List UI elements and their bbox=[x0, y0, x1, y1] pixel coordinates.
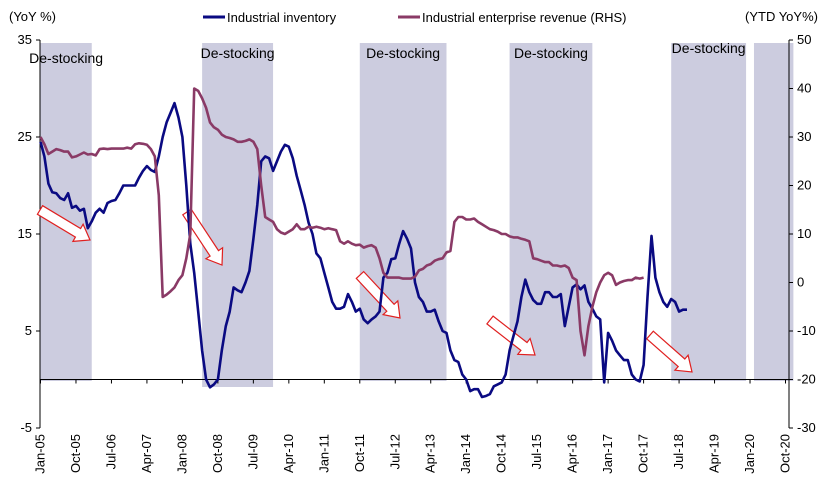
x-tick-label: Oct-05 bbox=[68, 434, 83, 473]
x-tick-label: Apr-16 bbox=[565, 434, 580, 473]
x-tick-label: Jan-05 bbox=[33, 434, 48, 474]
right-tick-label: -20 bbox=[797, 372, 816, 387]
trend-arrow bbox=[181, 208, 224, 266]
destocking-label: De-stocking bbox=[672, 40, 746, 56]
destocking-label: De-stocking bbox=[514, 45, 588, 61]
right-tick-label: 30 bbox=[797, 129, 811, 144]
x-tick-label: Jul-12 bbox=[387, 434, 402, 469]
x-tick-label: Jul-18 bbox=[671, 434, 686, 469]
left-tick-label: 15 bbox=[18, 226, 32, 241]
x-tick-label: Jan-14 bbox=[458, 434, 473, 474]
x-tick-label: Oct-14 bbox=[494, 434, 509, 473]
legend-label: Industrial enterprise revenue (RHS) bbox=[422, 10, 626, 25]
x-tick-label: Apr-10 bbox=[281, 434, 296, 473]
x-tick-label: Jul-09 bbox=[245, 434, 260, 469]
x-tick-label: Oct-08 bbox=[210, 434, 225, 473]
x-tick-label: Jan-20 bbox=[742, 434, 757, 474]
right-tick-label: -10 bbox=[797, 323, 816, 338]
right-tick-label: 0 bbox=[797, 275, 804, 290]
right-tick-label: 10 bbox=[797, 226, 811, 241]
trend-arrow bbox=[36, 204, 91, 243]
x-tick-label: Jan-17 bbox=[600, 434, 615, 474]
destocking-shading: De-stocking De-stocking De-stocking De-stoc… bbox=[29, 40, 794, 387]
destocking-band bbox=[671, 43, 747, 381]
destocking-band bbox=[202, 43, 274, 387]
destocking-label: De-stocking bbox=[29, 50, 103, 66]
x-tick-label: Oct-11 bbox=[352, 434, 367, 472]
industrial-inventory-line bbox=[39, 101, 687, 399]
destocking-band bbox=[359, 43, 447, 381]
left-tick-label: -5 bbox=[20, 420, 32, 435]
trend-arrow bbox=[355, 270, 401, 319]
legend-label: Industrial inventory bbox=[227, 10, 337, 25]
left-tick-label: 5 bbox=[25, 323, 32, 338]
x-tick-label: Jan-08 bbox=[174, 434, 189, 474]
destocking-band bbox=[509, 43, 593, 381]
x-tick-label: Jul-06 bbox=[103, 434, 118, 469]
trend-arrow bbox=[645, 330, 693, 373]
x-tick-label: Apr-13 bbox=[423, 434, 438, 473]
right-tick-label: 20 bbox=[797, 178, 811, 193]
x-tick-label: Oct-20 bbox=[778, 434, 793, 473]
x-tick-label: Jan-11 bbox=[316, 434, 331, 473]
legend: Industrial inventory Industrial enterpris… bbox=[203, 10, 626, 25]
x-tick-label: Oct-17 bbox=[636, 434, 651, 473]
x-tick-label: Apr-07 bbox=[139, 434, 154, 473]
destocking-label: De-stocking bbox=[201, 45, 275, 61]
trend-arrow bbox=[486, 315, 536, 356]
right-axis-unit: (YTD YoY%) bbox=[745, 9, 818, 24]
right-tick-label: 40 bbox=[797, 81, 811, 96]
x-tick-label: Jul-15 bbox=[529, 434, 544, 469]
right-tick-label: 50 bbox=[797, 32, 811, 47]
left-tick-label: 25 bbox=[18, 129, 32, 144]
series-lines bbox=[39, 87, 687, 399]
axes: -5 5 15 25 35 -30 -20 -10 0 10 20 30 40 50 (YoY %) (YTD… bbox=[9, 9, 818, 474]
industrial-revenue-line bbox=[39, 87, 644, 357]
destocking-label: De-stocking bbox=[366, 45, 440, 61]
left-axis-unit: (YoY %) bbox=[9, 9, 56, 24]
left-tick-label: 35 bbox=[18, 32, 32, 47]
right-tick-label: -30 bbox=[797, 420, 816, 435]
destocking-band bbox=[753, 43, 794, 381]
x-tick-label: Apr-19 bbox=[707, 434, 722, 473]
